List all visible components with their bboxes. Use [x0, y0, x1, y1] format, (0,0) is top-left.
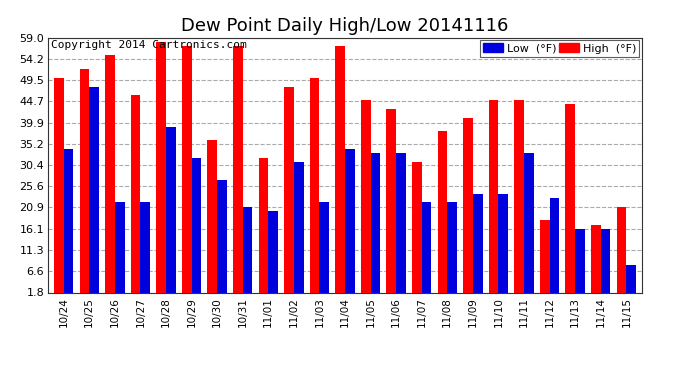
- Bar: [345, 149, 355, 300]
- Bar: [294, 162, 304, 300]
- Bar: [514, 100, 524, 300]
- Bar: [259, 158, 268, 300]
- Bar: [498, 194, 508, 300]
- Bar: [54, 78, 63, 300]
- Bar: [489, 100, 498, 300]
- Bar: [192, 158, 201, 300]
- Bar: [140, 202, 150, 300]
- Bar: [617, 207, 627, 300]
- Bar: [591, 225, 601, 300]
- Bar: [550, 198, 560, 300]
- Bar: [566, 104, 575, 300]
- Bar: [575, 229, 585, 300]
- Bar: [422, 202, 431, 300]
- Bar: [371, 153, 380, 300]
- Bar: [396, 153, 406, 300]
- Text: Copyright 2014 Cartronics.com: Copyright 2014 Cartronics.com: [51, 40, 247, 50]
- Bar: [335, 46, 345, 300]
- Bar: [473, 194, 482, 300]
- Bar: [310, 78, 319, 300]
- Bar: [437, 131, 447, 300]
- Bar: [89, 87, 99, 300]
- Bar: [284, 87, 294, 300]
- Bar: [412, 162, 422, 300]
- Bar: [319, 202, 329, 300]
- Bar: [463, 118, 473, 300]
- Bar: [386, 109, 396, 300]
- Bar: [268, 211, 278, 300]
- Bar: [243, 207, 253, 300]
- Bar: [79, 69, 89, 300]
- Bar: [233, 46, 243, 300]
- Bar: [361, 100, 371, 300]
- Bar: [601, 229, 611, 300]
- Bar: [63, 149, 73, 300]
- Bar: [524, 153, 534, 300]
- Bar: [447, 202, 457, 300]
- Bar: [208, 140, 217, 300]
- Bar: [166, 127, 176, 300]
- Bar: [217, 180, 227, 300]
- Bar: [540, 220, 550, 300]
- Bar: [627, 265, 636, 300]
- Title: Dew Point Daily High/Low 20141116: Dew Point Daily High/Low 20141116: [181, 16, 509, 34]
- Bar: [156, 42, 166, 300]
- Bar: [182, 46, 192, 300]
- Bar: [130, 96, 140, 300]
- Legend: Low  (°F), High  (°F): Low (°F), High (°F): [480, 40, 640, 57]
- Bar: [105, 56, 115, 300]
- Bar: [115, 202, 124, 300]
